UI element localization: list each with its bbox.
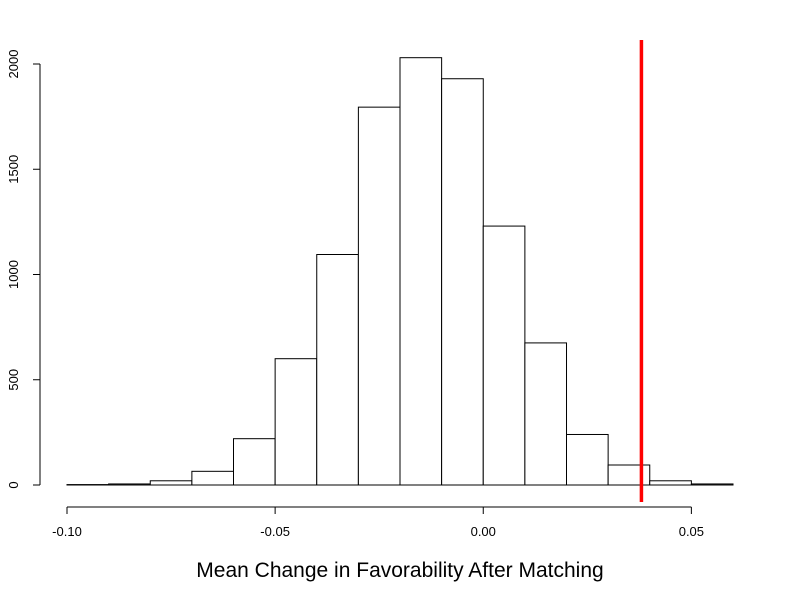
- y-tick-label: 1000: [6, 260, 21, 289]
- x-tick-label: -0.05: [260, 524, 290, 539]
- histogram-bar: [316, 254, 359, 486]
- histogram-bar: [482, 225, 526, 486]
- x-axis-title: Mean Change in Favorability After Matchi…: [196, 559, 603, 582]
- histogram-bar: [399, 57, 443, 486]
- histogram-bar: [357, 106, 401, 486]
- y-tick-label: 500: [6, 369, 21, 391]
- histogram-bar: [274, 358, 318, 486]
- y-tick-label: 0: [6, 481, 21, 488]
- x-axis: -0.10 -0.05 0.00 0.05: [52, 506, 704, 539]
- histogram-bar: [566, 433, 609, 486]
- histogram-bar: [441, 78, 484, 486]
- histogram-bar: [108, 483, 151, 486]
- histogram-bar: [233, 438, 276, 486]
- x-tick-label: 0.05: [679, 524, 704, 539]
- y-axis: 0 500 1000 1500 2000: [6, 50, 41, 489]
- y-tick-label: 1500: [6, 155, 21, 184]
- histogram-bar: [690, 483, 734, 486]
- y-tick-label: 2000: [6, 50, 21, 79]
- x-tick-label: -0.10: [52, 524, 82, 539]
- histogram-bar: [607, 464, 651, 486]
- histogram-bar: [191, 470, 235, 486]
- histogram-bar: [524, 342, 568, 486]
- histogram-bar: [649, 480, 692, 486]
- histogram-bar: [149, 480, 193, 486]
- x-tick-label: 0.00: [471, 524, 496, 539]
- histogram-bars: [66, 57, 734, 486]
